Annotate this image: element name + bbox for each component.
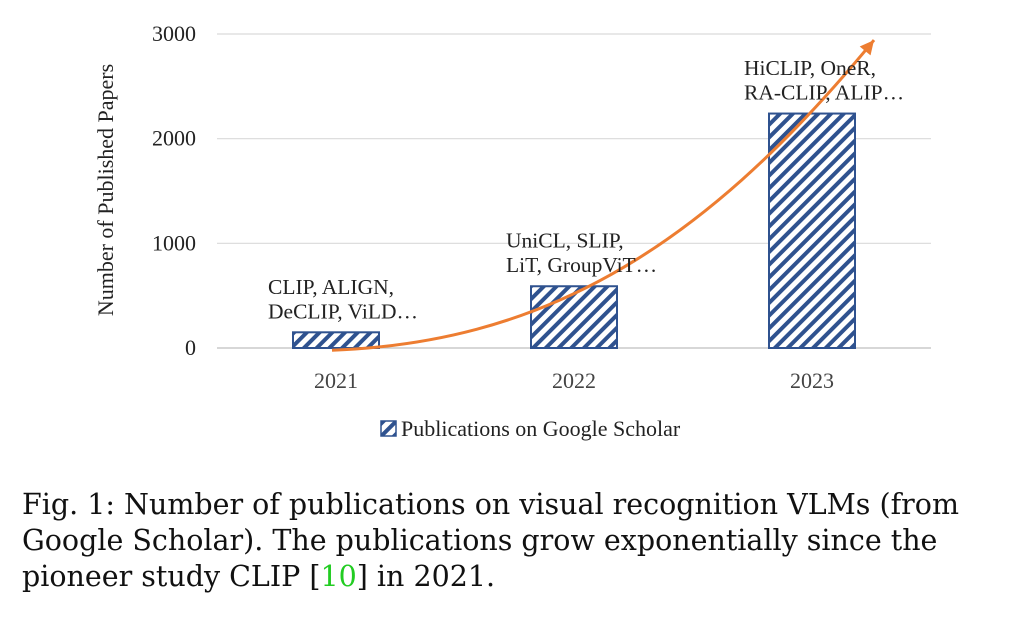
y-tick-label: 1000: [152, 230, 196, 255]
y-tick-label: 0: [185, 335, 196, 360]
trend-curve: [331, 39, 876, 352]
trend-arrow: [331, 39, 876, 352]
bar-annotation: CLIP, ALIGN,: [268, 275, 394, 299]
bar-annotation: LiT, GroupViT…: [506, 253, 657, 277]
figure-caption: Fig. 1: Number of publications on visual…: [22, 487, 1022, 595]
x-tick-label: 2021: [314, 368, 358, 393]
bar-annotation: DeCLIP, ViLD…: [268, 299, 418, 323]
bar: [530, 285, 618, 350]
legend-label: Publications on Google Scholar: [401, 416, 681, 441]
caption-text-end: ] in 2021.: [356, 560, 496, 593]
bar: [292, 331, 380, 349]
labels: 0 1000 2000 3000 2021 CLIP, ALIGN,DeCLIP, ViL…: [152, 21, 904, 393]
legend: Publications on Google Scholar: [380, 416, 681, 441]
bar-annotation: HiCLIP, OneR,: [744, 56, 876, 80]
bar-annotation: RA-CLIP, ALIP…: [744, 81, 904, 105]
caption-text: Fig. 1: Number of publications on visual…: [22, 488, 959, 593]
y-tick-label: 3000: [152, 21, 196, 46]
x-tick-label: 2022: [552, 368, 596, 393]
y-tick-label: 2000: [152, 126, 196, 151]
citation-link[interactable]: 10: [320, 560, 357, 593]
bar-chart: 0 1000 2000 3000 2021 CLIP, ALIGN,DeCLIP, ViL…: [93, 21, 931, 441]
bar-annotation: UniCL, SLIP,: [506, 229, 624, 253]
bars: [292, 112, 856, 350]
bar: [768, 112, 856, 350]
trend-arrowhead: [859, 40, 874, 56]
x-tick-label: 2023: [790, 368, 834, 393]
y-axis-label: Number of Published Papers: [93, 64, 118, 316]
legend-swatch: [380, 420, 397, 437]
